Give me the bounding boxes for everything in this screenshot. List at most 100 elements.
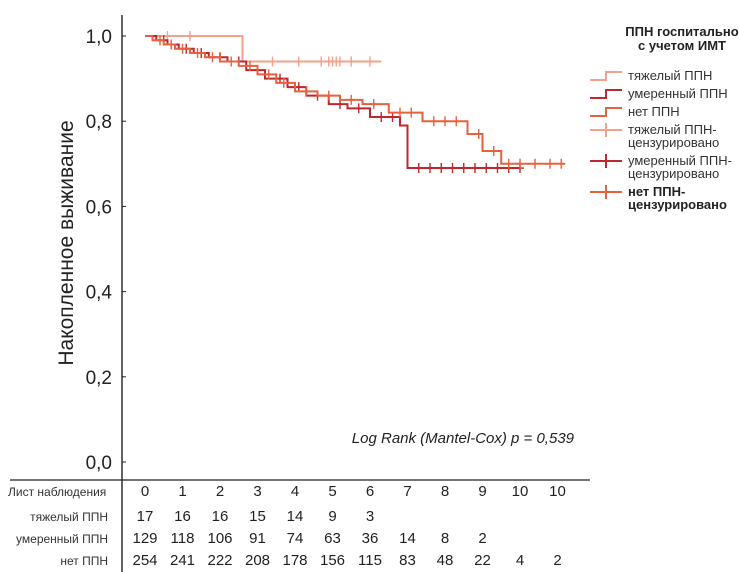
y-tick-label: 0,8 [86,112,112,133]
censor-mark [429,116,438,127]
legend-label: нет ППН [628,104,680,119]
censor-mark [347,56,356,67]
legend-line-swatch [590,107,622,117]
censor-mark [546,158,554,169]
risk-table-cell: 8 [441,530,449,547]
series-умеренный-ППН [145,35,524,174]
censor-mark [531,158,539,169]
risk-table-cell: 9 [328,508,336,525]
censor-mark [448,163,457,174]
censor-mark [516,158,524,169]
risk-table-time: 6 [366,483,374,500]
risk-table-cell: 241 [170,552,195,569]
risk-table-cell: 83 [399,552,416,569]
y-ticks: 0,0 0,2 0,4 0,6 0,8 1,0 [86,27,126,474]
censor-mark [354,103,363,114]
y-tick-label: 0,2 [86,368,112,389]
risk-table-time: 0 [141,483,149,500]
risk-table-cell: 4 [516,552,524,569]
risk-table-cell: 15 [249,508,266,525]
risk-table-cell: 14 [287,508,304,525]
legend-title: с учетом ИМТ [638,38,726,53]
risk-table-time: 4 [291,483,299,500]
legend-entry: тяжелый ППН [590,68,712,83]
censor-mark [178,43,187,54]
risk-table-time: 7 [403,483,411,500]
risk-table-row-label: тяжелый ППН [30,510,108,524]
censor-mark [302,86,311,97]
y-tick-label: 0,6 [86,197,112,218]
risk-table-cell: 3 [366,508,374,525]
risk-table-time: 9 [478,483,486,500]
y-tick-label: 0,0 [86,453,112,474]
risk-table-cell: 22 [474,552,491,569]
censor-mark [279,77,288,88]
risk-table-time: 8 [441,483,449,500]
legend-label: тяжелый ППН [628,68,712,83]
risk-table-cell: 254 [132,552,157,569]
censor-mark [557,158,566,169]
risk-table-cell: 74 [287,530,304,547]
legend-cross-swatch [590,185,622,199]
legend-entry: тяжелый ППН-цензурировано [590,122,719,150]
risk-table-cell: 178 [282,552,307,569]
risk-table-cell: 222 [207,552,232,569]
risk-table-cell: 16 [212,508,229,525]
legend-label: цензурировано [628,135,719,150]
legend-entry: умеренный ППН-цензурировано [590,153,732,181]
risk-table-cell: 129 [132,530,157,547]
risk-table-cell: 2 [478,530,486,547]
legend-label: нет ППН- [628,184,685,199]
legend-label: цензурировано [628,166,719,181]
censor-mark [324,90,333,101]
censor-mark [336,56,344,67]
legend-entry: нет ППН [590,104,680,119]
risk-table-cell: 36 [362,530,379,547]
risk-table-cell: 91 [249,530,266,547]
legend-cross-swatch [590,123,622,137]
risk-table-cell: 48 [437,552,454,569]
risk-table-time: 1 [178,483,186,500]
censor-mark [366,56,374,67]
log-rank-annotation: Log Rank (Mantel-Cox) p = 0,539 [352,430,575,447]
risk-table-cell: 17 [137,508,154,525]
series-тяжелый-ППН [145,31,382,67]
censor-mark [317,56,326,67]
risk-table-header-label: Лист наблюдения [8,485,106,499]
risk-table-time: 2 [216,483,224,500]
axes [10,15,590,572]
censor-mark [193,48,202,59]
y-tick-label: 0,4 [86,283,113,304]
censor-mark [504,158,513,169]
censor-mark [156,35,164,46]
y-axis-label: Накопленное выживание [55,120,78,365]
risk-table-time: 5 [328,483,336,500]
legend-label: цензурировано [628,197,727,212]
censor-mark [459,163,468,174]
risk-table-row-label: нет ППН [60,554,108,568]
legend-line-swatch [590,71,622,81]
censor-mark [489,146,498,157]
censor-mark [347,94,356,105]
risk-table-cell: 156 [320,552,345,569]
risk-table-time: 10 [549,483,566,500]
legend-label: умеренный ППН [628,86,728,101]
risk-table-cell: 63 [324,530,341,547]
censor-mark [482,163,491,174]
risk-table-cell: 118 [171,530,195,547]
risk-table-cell: 115 [358,552,382,569]
censor-mark [452,116,461,127]
censor-mark [294,56,303,67]
risk-table-time: 3 [253,483,261,500]
risk-table: Лист наблюдения 0 1 2 3 4 5 6 7 8 9 10 10 тяжелый ППН… [8,483,566,569]
legend-line-swatch [590,89,622,99]
risk-table-cell: 16 [174,508,191,525]
risk-table-time: 10 [512,483,529,500]
censor-mark [208,52,217,63]
censor-mark [441,116,449,127]
censor-mark [268,56,277,67]
survival-curves [145,31,566,174]
censor-mark [396,107,404,118]
